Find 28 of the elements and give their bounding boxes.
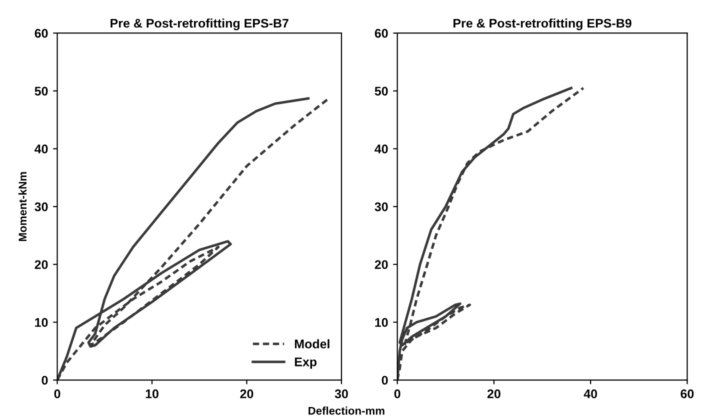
chart-title: Pre & Post-retrofitting EPS-B9 (454, 18, 632, 30)
y-tick-label: 60 (34, 28, 48, 38)
y-tick-label: 30 (374, 202, 388, 212)
y-tick-label: 50 (34, 86, 48, 96)
chart-title: Pre & Post-retrofitting EPS-B7 (110, 18, 288, 30)
y-tick-label: 40 (34, 144, 48, 154)
x-tick-label: 0 (54, 389, 60, 398)
x-tick-label: 20 (240, 389, 254, 398)
x-tick-label: 40 (584, 389, 598, 398)
x-tick-label: 20 (487, 389, 500, 398)
y-tick-label: 0 (42, 376, 48, 385)
y-tick-label: 20 (34, 260, 48, 270)
x-axis-title: Deflection-mm (308, 406, 384, 415)
y-tick-label: 40 (374, 144, 388, 154)
x-tick-label: 60 (680, 389, 694, 398)
x-tick-label: 10 (146, 389, 158, 398)
legend-label: Exp (294, 358, 317, 369)
y-tick-label: 10 (375, 318, 388, 327)
y-tick-label: 30 (34, 202, 48, 212)
y-tick-label: 20 (374, 260, 388, 270)
y-tick-label: 0 (382, 376, 388, 385)
legend-label: Model (294, 339, 330, 348)
y-tick-label: 10 (35, 318, 48, 327)
x-tick-label: 30 (334, 389, 348, 398)
y-tick-label: 60 (374, 28, 388, 38)
y-tick-label: 50 (374, 86, 388, 96)
x-tick-label: 0 (394, 389, 400, 398)
y-axis-title: Moment-kNm (18, 172, 27, 242)
